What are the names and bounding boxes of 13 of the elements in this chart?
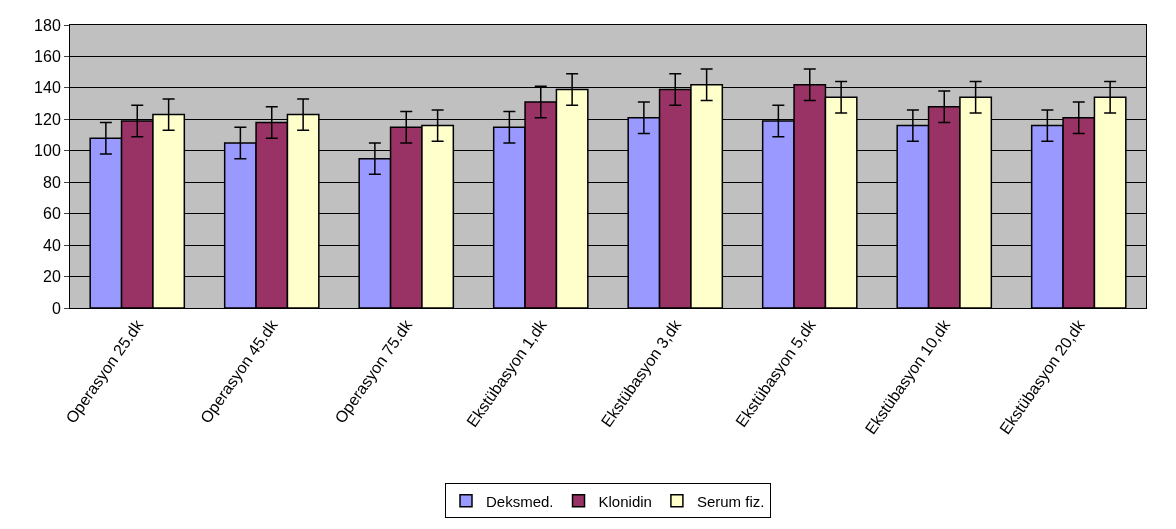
y-tick-label: 120 — [34, 110, 61, 128]
y-tick-label: 80 — [43, 173, 61, 191]
legend-label: Deksmed. — [486, 492, 554, 510]
y-tick-label: 140 — [34, 79, 61, 97]
y-tick-label: 40 — [43, 236, 61, 254]
y-tick-label: 20 — [43, 268, 61, 286]
y-tick-label: 160 — [34, 48, 61, 66]
y-tick-label: 60 — [43, 205, 61, 223]
y-tick-label: 0 — [51, 299, 61, 317]
legend-label: Serum fiz. — [696, 492, 765, 510]
legend-label: Klonidin — [598, 492, 652, 510]
y-tick-label: 100 — [34, 142, 61, 160]
y-tick-label: 180 — [34, 16, 61, 34]
